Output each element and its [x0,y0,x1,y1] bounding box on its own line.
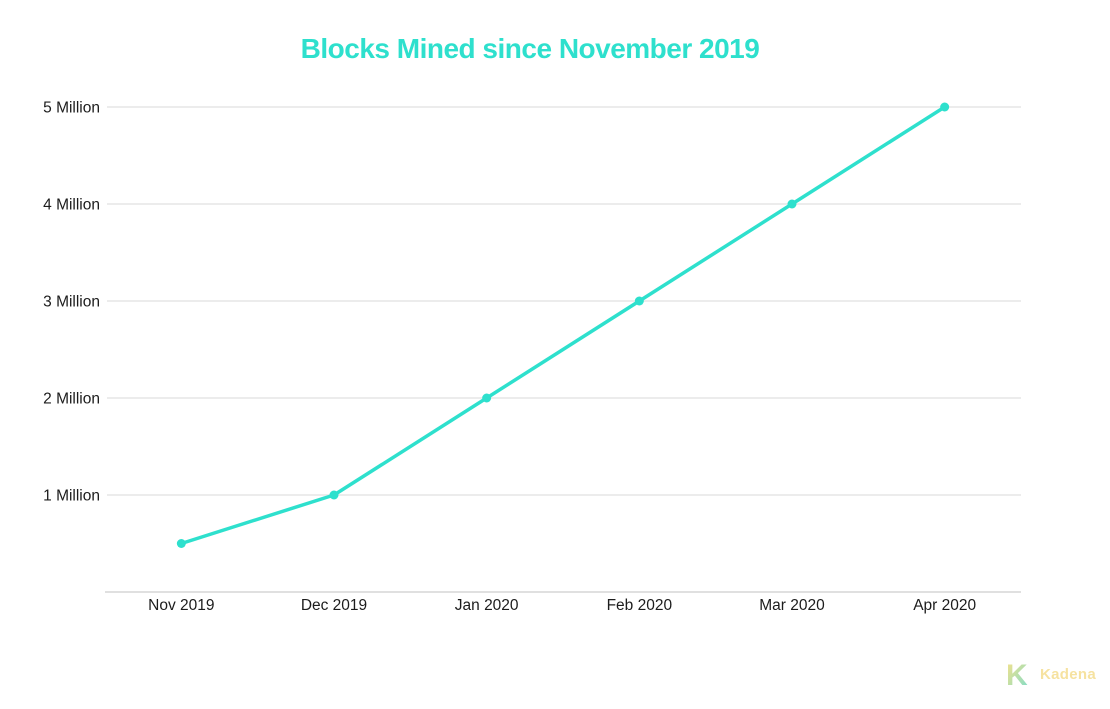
y-tick-label: 4 Million [43,197,100,214]
y-tick-label: 1 Million [43,488,100,505]
chart-title: Blocks Mined since November 2019 [300,33,760,64]
data-point [329,490,339,500]
kadena-logo: K Kadena [1006,658,1096,690]
x-tick-label: Jan 2020 [455,597,519,614]
y-tick-label: 3 Million [43,294,100,311]
data-line [179,105,947,546]
x-tick-label: Mar 2020 [759,597,825,614]
x-tick-label: Apr 2020 [913,597,976,614]
y-tick-label: 2 Million [43,391,100,408]
svg-text:K: K [1006,659,1028,690]
data-point [634,296,644,306]
y-tick-label: 5 Million [43,100,100,117]
x-tick-label: Feb 2020 [607,597,673,614]
data-point [482,393,492,403]
x-tick-label: Nov 2019 [148,597,214,614]
data-point [176,539,186,548]
kadena-wordmark: Kadena [1040,665,1096,683]
x-tick-label: Dec 2019 [301,597,367,614]
kadena-k-icon: K [1006,659,1028,690]
data-point [787,199,797,209]
data-point [940,102,950,112]
